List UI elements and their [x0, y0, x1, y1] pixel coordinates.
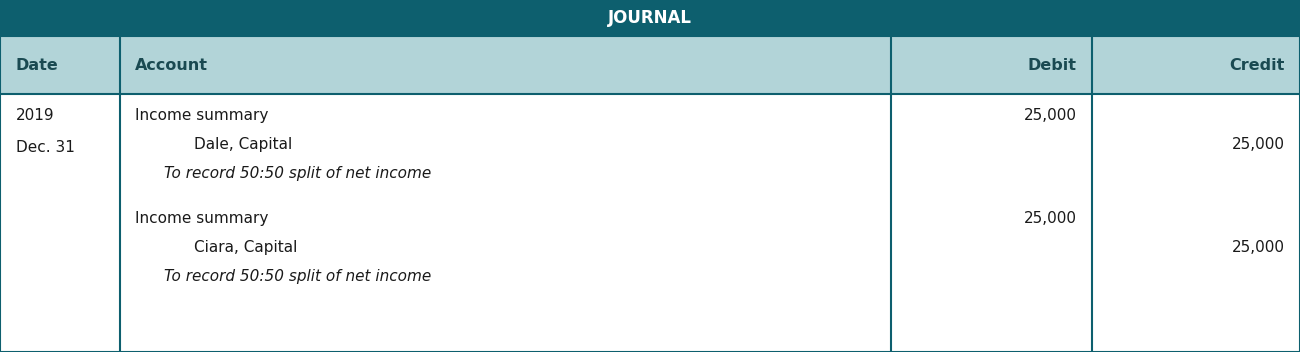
- Text: To record 50:50 split of net income: To record 50:50 split of net income: [164, 166, 432, 181]
- Text: Income summary: Income summary: [135, 211, 269, 226]
- Text: 25,000: 25,000: [1023, 211, 1076, 226]
- Text: 2019: 2019: [16, 108, 55, 124]
- Text: Dale, Capital: Dale, Capital: [194, 137, 292, 152]
- Text: 25,000: 25,000: [1023, 108, 1076, 124]
- Text: Credit: Credit: [1228, 58, 1284, 73]
- Text: Ciara, Capital: Ciara, Capital: [194, 240, 298, 255]
- Text: JOURNAL: JOURNAL: [608, 9, 692, 27]
- Text: 25,000: 25,000: [1231, 137, 1284, 152]
- Bar: [0, 36, 1300, 94]
- Bar: [0, 0, 1300, 36]
- Text: Dec. 31: Dec. 31: [16, 140, 74, 155]
- Text: Debit: Debit: [1027, 58, 1076, 73]
- Text: To record 50:50 split of net income: To record 50:50 split of net income: [164, 269, 432, 284]
- Text: Income summary: Income summary: [135, 108, 269, 124]
- Text: 25,000: 25,000: [1231, 240, 1284, 255]
- Text: Date: Date: [16, 58, 58, 73]
- Text: Account: Account: [135, 58, 208, 73]
